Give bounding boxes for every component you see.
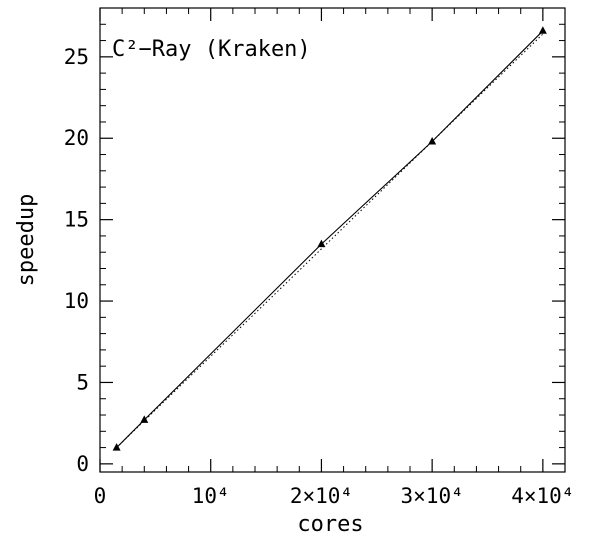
data-point (317, 239, 326, 248)
x-tick-label: 2×10⁴ (290, 484, 353, 508)
y-tick-label: 0 (76, 452, 89, 476)
data-point (428, 137, 437, 145)
major-ticks (99, 8, 565, 472)
ideal-scaling-line (116, 33, 544, 448)
series-layer (112, 26, 547, 451)
tick-labels: 0 10⁴ 2×10⁴ 3×10⁴ 4×10⁴ 0 5 10 15 20 25 (64, 45, 575, 508)
plot-frame (99, 7, 566, 473)
y-tick-label: 15 (64, 208, 89, 232)
data-point (538, 26, 547, 34)
data-point (112, 443, 121, 451)
chart-title: C²−Ray (Kraken) (112, 37, 311, 62)
y-tick-label: 25 (64, 45, 89, 69)
x-tick-label: 0 (94, 484, 107, 508)
x-tick-label: 4×10⁴ (511, 484, 574, 508)
y-axis-label: speedup (14, 194, 39, 287)
x-tick-label: 3×10⁴ (401, 484, 464, 508)
data-point (140, 415, 149, 423)
y-tick-label: 5 (76, 370, 89, 394)
x-tick-label: 10⁴ (192, 484, 230, 508)
x-axis-label: cores (297, 512, 363, 537)
y-tick-label: 10 (64, 289, 89, 313)
y-tick-label: 20 (64, 126, 89, 150)
minor-ticks (100, 8, 566, 472)
